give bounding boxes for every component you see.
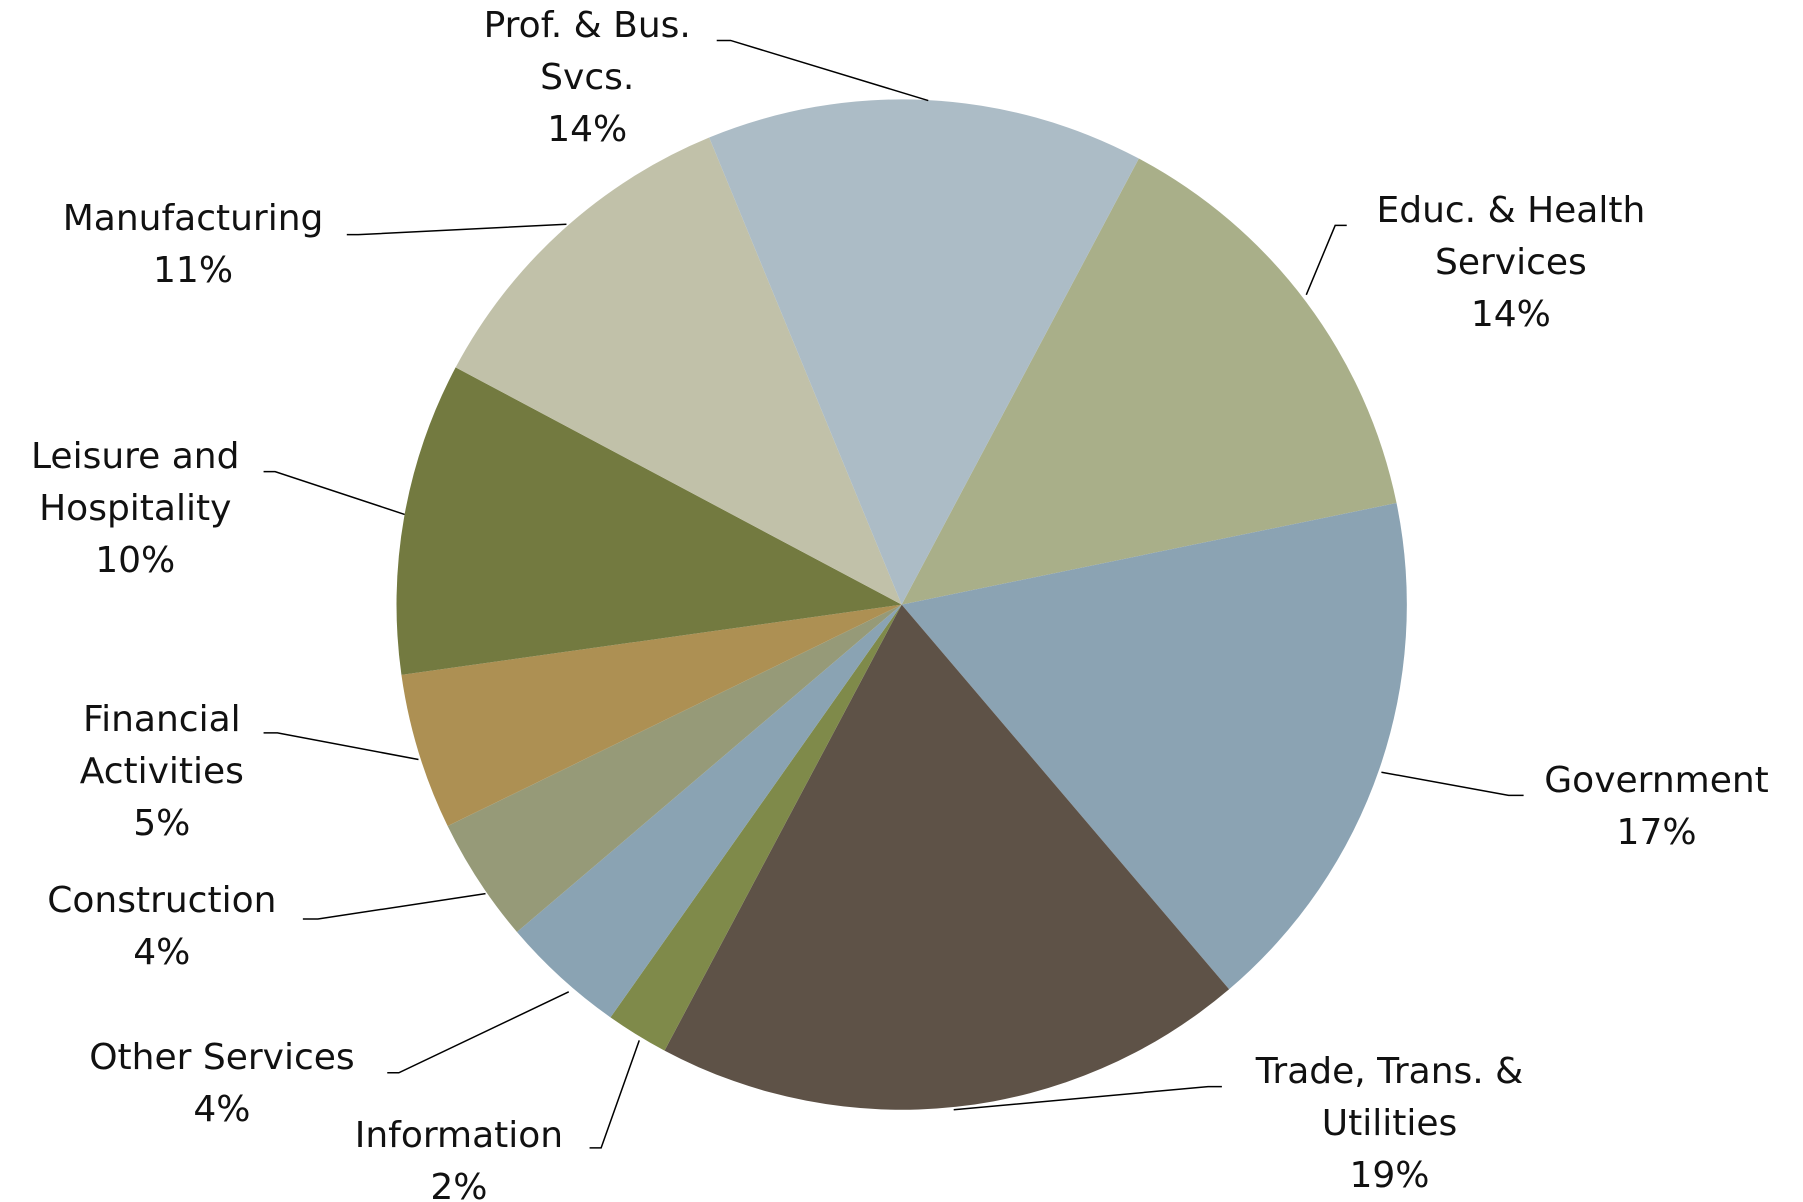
pie-slice (455, 137, 902, 605)
pie-slice (664, 604, 1230, 1110)
slice-label: Other Services 4% (89, 1032, 354, 1136)
pie-slice (901, 158, 1397, 605)
category-name: Information (354, 1114, 564, 1156)
percent-label: 14% (1470, 293, 1551, 335)
pie-slice (396, 367, 902, 675)
pie-slice (401, 604, 902, 827)
category-name: Prof. & Bus. Svcs. (483, 5, 691, 98)
percent-label: 4% (133, 932, 191, 974)
leader-line (346, 223, 567, 236)
leader-line (387, 991, 570, 1074)
slice-label: Educ. & Health Services 14% (1346, 185, 1676, 341)
slice-label: Construction 4% (47, 875, 276, 979)
percent-label: 4% (193, 1089, 251, 1131)
slice-label: Manufacturing 11% (63, 193, 324, 297)
category-name: Government (1544, 759, 1769, 801)
slice-label: Trade, Trans. & Utilities 19% (1215, 1046, 1565, 1202)
leader-line (589, 1040, 640, 1149)
percent-label: 10% (95, 540, 176, 582)
percent-label: 5% (133, 802, 191, 844)
percent-label: 11% (153, 250, 234, 292)
leader-line (263, 732, 419, 761)
leader-line (263, 470, 405, 516)
percent-label: 19% (1349, 1155, 1430, 1197)
pie-slice (516, 604, 902, 1018)
leader-line (302, 892, 486, 920)
pie-slice (447, 604, 902, 932)
pie-slice (709, 99, 1139, 605)
category-name: Financial Activities (79, 698, 244, 792)
percent-label: 17% (1616, 811, 1697, 853)
slice-label: Leisure and Hospitality 10% (0, 431, 270, 587)
category-name: Educ. & Health Services (1376, 189, 1646, 283)
category-name: Other Services (89, 1037, 355, 1079)
leader-line (716, 39, 929, 102)
slice-label: Information 2% (355, 1110, 563, 1202)
pie-slice (610, 604, 902, 1051)
slice-label: Government 17% (1544, 755, 1769, 859)
leader-line (1305, 224, 1347, 296)
percent-label: 2% (430, 1166, 488, 1202)
pie-slice (901, 503, 1407, 990)
leader-line (953, 1085, 1222, 1111)
slice-label: Prof. & Bus. Svcs. 14% (442, 0, 732, 156)
leader-line (1381, 771, 1524, 797)
category-name: Manufacturing (62, 198, 324, 240)
category-name: Construction (47, 880, 277, 922)
category-name: Trade, Trans. & Utilities (1255, 1051, 1524, 1145)
percent-label: 14% (547, 109, 628, 150)
category-name: Leisure and Hospitality (31, 436, 240, 530)
slice-label: Financial Activities 5% (42, 694, 282, 850)
